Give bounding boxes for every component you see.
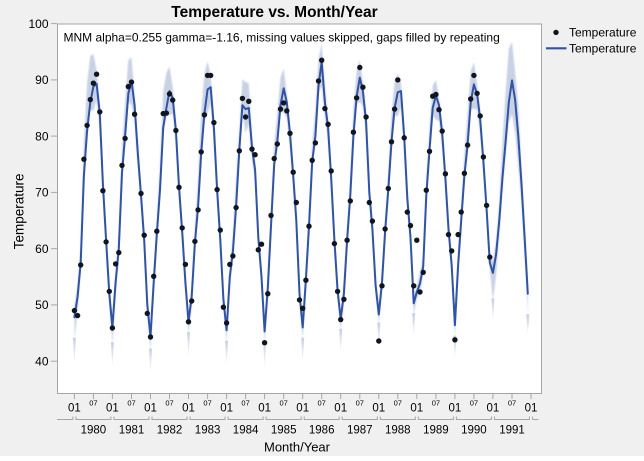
svg-text:1990: 1990	[461, 425, 487, 437]
svg-text:1982: 1982	[157, 425, 183, 437]
svg-text:01: 01	[449, 403, 462, 415]
svg-text:07: 07	[432, 399, 440, 408]
svg-text:1980: 1980	[81, 425, 107, 437]
svg-text:01: 01	[144, 403, 157, 415]
svg-text:80: 80	[35, 129, 49, 143]
svg-text:Month/Year: Month/Year	[264, 440, 331, 455]
svg-text:07: 07	[318, 399, 326, 408]
svg-text:07: 07	[280, 399, 288, 408]
svg-text:1983: 1983	[195, 425, 221, 437]
svg-text:70: 70	[35, 186, 49, 200]
svg-text:01: 01	[182, 403, 195, 415]
svg-text:MNM alpha=0.255 gamma=-1.16, m: MNM alpha=0.255 gamma=-1.16, missing val…	[64, 31, 500, 45]
svg-text:Temperature: Temperature	[569, 26, 637, 40]
svg-text:1988: 1988	[385, 425, 411, 437]
svg-text:01: 01	[525, 403, 538, 415]
svg-text:07: 07	[203, 399, 211, 408]
svg-text:07: 07	[127, 399, 135, 408]
svg-text:07: 07	[89, 399, 97, 408]
svg-text:Temperature: Temperature	[569, 42, 637, 56]
svg-text:100: 100	[28, 17, 48, 31]
svg-text:01: 01	[410, 403, 423, 415]
svg-text:1991: 1991	[499, 425, 525, 437]
svg-text:Temperature vs. Month/Year: Temperature vs. Month/Year	[171, 4, 377, 21]
svg-text:Temperature: Temperature	[12, 174, 27, 250]
svg-text:1985: 1985	[271, 425, 297, 437]
svg-text:01: 01	[220, 403, 233, 415]
svg-text:50: 50	[35, 298, 49, 312]
svg-text:07: 07	[165, 399, 173, 408]
svg-text:01: 01	[487, 403, 500, 415]
svg-text:07: 07	[394, 399, 402, 408]
svg-text:01: 01	[334, 403, 347, 415]
svg-text:01: 01	[372, 403, 385, 415]
svg-text:01: 01	[258, 403, 271, 415]
svg-text:1987: 1987	[347, 425, 373, 437]
svg-text:1981: 1981	[119, 425, 145, 437]
svg-text:01: 01	[296, 403, 309, 415]
svg-text:60: 60	[35, 242, 49, 256]
svg-text:1989: 1989	[423, 425, 449, 437]
svg-text:07: 07	[241, 399, 249, 408]
svg-text:07: 07	[508, 399, 516, 408]
svg-text:40: 40	[35, 354, 49, 368]
svg-text:1986: 1986	[309, 425, 335, 437]
svg-text:1984: 1984	[233, 425, 259, 437]
svg-text:07: 07	[356, 399, 364, 408]
svg-text:90: 90	[35, 73, 49, 87]
svg-text:01: 01	[106, 403, 119, 415]
svg-text:01: 01	[68, 403, 81, 415]
svg-text:07: 07	[470, 399, 478, 408]
